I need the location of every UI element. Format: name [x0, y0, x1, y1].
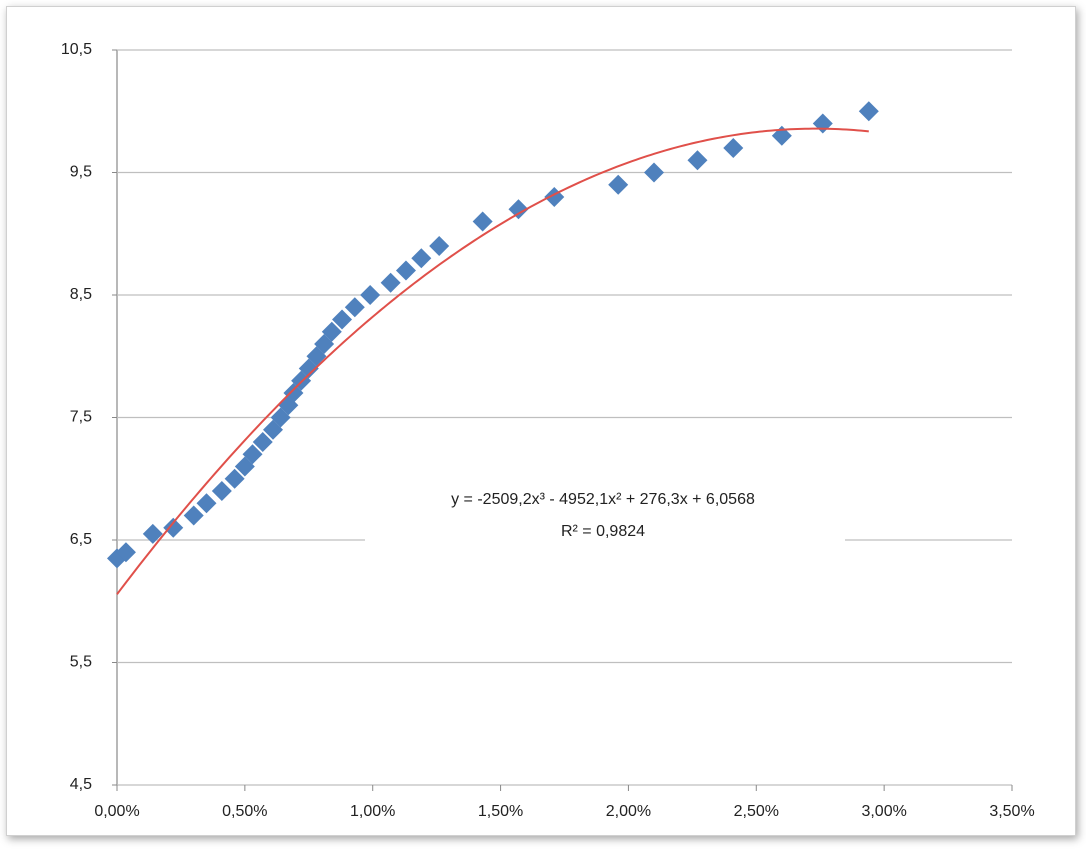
trendline-label-background	[365, 482, 845, 546]
data-point	[723, 138, 744, 158]
y-tick-label: 8,5	[70, 286, 92, 303]
trendline-r-squared: R² = 0,9824	[561, 523, 645, 540]
data-point	[395, 260, 416, 281]
data-point	[252, 432, 273, 452]
data-point	[411, 248, 432, 269]
y-tick-label: 10,5	[61, 41, 92, 58]
x-tick-label: 0,00%	[94, 803, 139, 820]
trendline-equation: y = -2509,2x³ - 4952,1x² + 276,3x + 6,05…	[451, 491, 755, 508]
data-point	[163, 517, 184, 538]
data-point	[115, 542, 136, 563]
data-point	[687, 150, 708, 171]
x-tick-label: 3,50%	[989, 803, 1034, 820]
chart-frame	[6, 6, 1076, 836]
data-point	[508, 199, 529, 220]
data-point	[332, 309, 353, 330]
data-point	[142, 523, 163, 544]
data-point	[472, 211, 493, 232]
data-point	[183, 505, 204, 526]
x-tick-label: 3,00%	[861, 803, 906, 820]
data-point	[608, 174, 629, 195]
data-point	[812, 113, 833, 134]
x-tick-label: 2,50%	[734, 803, 779, 820]
data-point	[242, 444, 263, 465]
data-point	[196, 493, 217, 514]
x-tick-label: 0,50%	[222, 803, 267, 820]
y-tick-label: 6,5	[70, 531, 92, 548]
data-point	[224, 468, 245, 489]
y-tick-label: 7,5	[70, 409, 92, 426]
x-tick-label: 1,00%	[350, 803, 395, 820]
x-tick-label: 1,50%	[478, 803, 523, 820]
data-point	[360, 285, 381, 305]
data-point	[211, 481, 232, 501]
data-point	[344, 297, 365, 318]
data-point	[321, 321, 342, 342]
data-point	[858, 101, 879, 122]
data-point	[380, 272, 401, 293]
data-point	[429, 236, 450, 256]
x-tick-label: 2,00%	[606, 803, 651, 820]
y-tick-label: 9,5	[70, 164, 92, 181]
y-tick-label: 4,5	[70, 776, 92, 793]
trendline	[116, 127, 869, 595]
y-tick-label: 5,5	[70, 654, 92, 671]
data-point	[644, 162, 664, 183]
